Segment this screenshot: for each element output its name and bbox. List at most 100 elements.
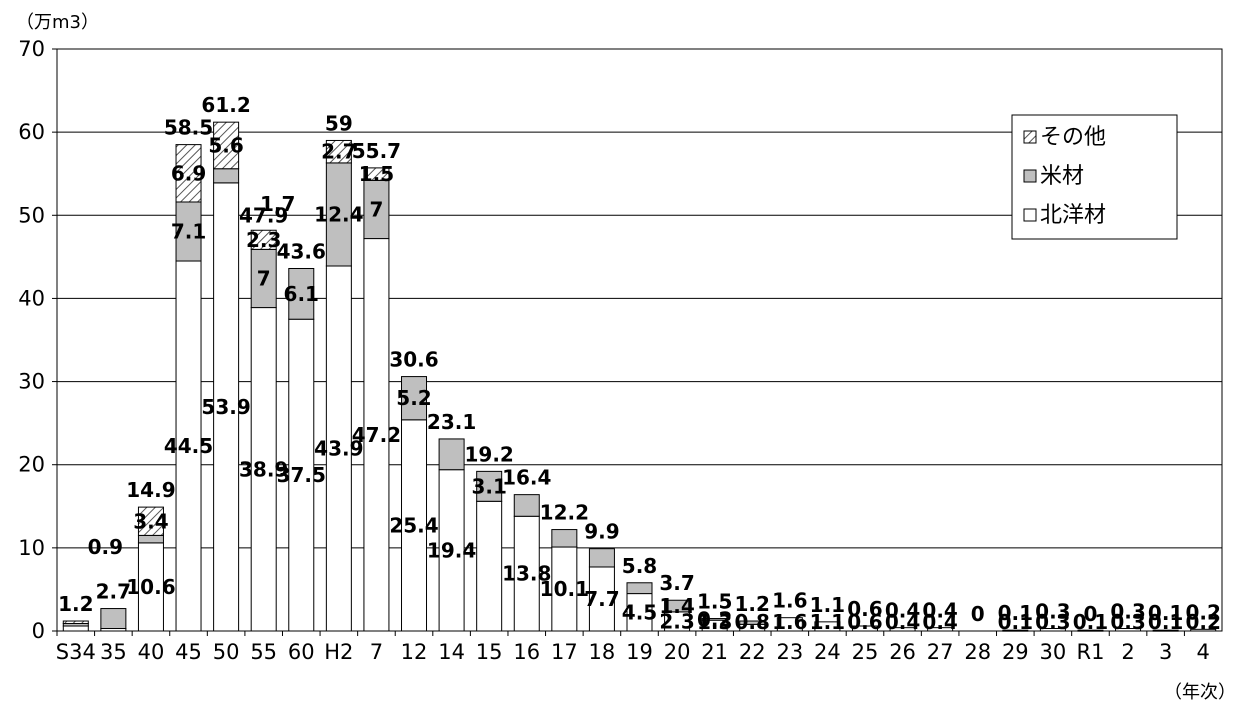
bar-segment-beizai [250,248,277,309]
segment-label: 47.2 [352,423,401,447]
total-label: 58.5 [164,116,213,140]
total-label: 43.6 [277,239,326,263]
segment-label: 5.2 [396,386,431,410]
x-tick-label: 12 [401,640,428,664]
bar-segment-beizai [551,529,578,548]
segment-label: 4.5 [622,600,657,624]
y-tick-label: 50 [18,203,45,227]
x-axis-unit-label: （年次） [1164,682,1236,703]
total-label: 2.7 [96,580,131,604]
segment-label: 2.7 [321,140,356,164]
y-tick-label: 20 [18,453,45,477]
bar-segment-beizai [664,599,691,613]
x-tick-label: 60 [288,640,315,664]
segment-label: 0.1 [1148,610,1183,634]
x-tick-label: 15 [476,640,503,664]
bar-segment-beizai [137,534,164,544]
y-tick-label: 30 [18,370,45,394]
bar-segment-other [250,229,277,250]
segment-label: 0.1 [998,610,1033,634]
bar-segment-beizai [588,548,615,568]
x-tick-label: 7 [370,640,383,664]
segment-label: 25.4 [389,513,438,537]
total-label: 0.3 [1110,600,1145,624]
bar-segment-beizai [100,608,127,630]
segment-label: 44.5 [164,434,213,458]
bar-segment-other [325,139,352,164]
x-tick-label: 20 [664,640,691,664]
segment-label: 2.3 [659,609,694,633]
x-tick-label: 3 [1159,640,1172,664]
segment-label: 0.2 [1185,610,1220,634]
bar-segment-beizai [401,376,428,421]
x-tick-label: 16 [513,640,540,664]
extra-label: 1.7 [260,192,295,216]
total-label: 1.6 [772,589,807,613]
x-tick-label: 22 [739,640,766,664]
total-label: 23.1 [427,410,476,434]
segment-label: 1.4 [659,594,694,618]
total-label: 0 [971,602,985,626]
total-label: 1.1 [810,593,845,617]
total-label: 47.9 [239,204,288,228]
legend-box [1011,114,1178,240]
x-tick-label: R1 [1076,640,1104,664]
x-tick-label: 50 [213,640,240,664]
total-label: 0.6 [847,597,882,621]
total-label: 16.4 [502,466,551,490]
segment-label: 12.4 [314,202,363,226]
segment-label: 1.6 [772,610,807,634]
segment-label: 0.3 [1035,610,1070,634]
bar-segment-hokuyo [588,566,615,632]
segment-label: 7 [257,266,271,290]
bar-segment-hokuyo [250,307,277,632]
segment-label: 0.4 [885,610,920,634]
total-label: 0.4 [885,599,920,623]
segment-label: 37.5 [277,463,326,487]
segment-label: 10.6 [126,575,175,599]
extra-label: 0.9 [88,535,123,559]
total-label: 1.2 [735,592,770,616]
x-tick-label: 40 [138,640,165,664]
total-label: 5.8 [622,554,657,578]
x-tick-label: 23 [776,640,803,664]
segment-label: 3.4 [133,509,168,533]
total-label: 1.2 [58,592,93,616]
segment-label: 0.1 [1073,610,1108,634]
segment-label: 53.9 [201,395,250,419]
total-label: 9.9 [584,520,619,544]
total-label: 0 [1084,602,1098,626]
x-tick-label: 25 [852,640,879,664]
x-tick-label: 21 [701,640,728,664]
x-tick-label: S34 [56,640,96,664]
segment-label: 1.5 [359,162,394,186]
bar-segment-hokuyo [62,625,89,632]
x-tick-label: 28 [964,640,991,664]
total-label: 1.5 [697,590,732,614]
bar-segment-hokuyo [137,542,164,632]
total-label: 0.3 [1035,600,1070,624]
x-tick-label: 27 [927,640,954,664]
x-tick-label: H2 [324,640,353,664]
x-tick-label: 19 [626,640,653,664]
legend-label: その他 [1040,125,1106,150]
x-tick-label: 2 [1121,640,1134,664]
total-label: 30.6 [389,348,438,372]
bar-segment-hokuyo [363,238,390,632]
total-label: 59 [325,111,353,135]
bar-segment-beizai [288,267,315,320]
bar-segment-other [137,506,164,536]
x-tick-label: 24 [814,640,841,664]
x-tick-label: 30 [1040,640,1067,664]
total-label: 0.1 [998,601,1033,625]
bar-segment-beizai [476,470,503,502]
x-tick-label: 4 [1197,640,1210,664]
x-tick-label: 55 [250,640,277,664]
segment-label: 0.4 [922,610,957,634]
segment-label: 7.7 [584,587,619,611]
bar-segment-beizai [438,438,465,471]
segment-label: 2.3 [246,228,281,252]
